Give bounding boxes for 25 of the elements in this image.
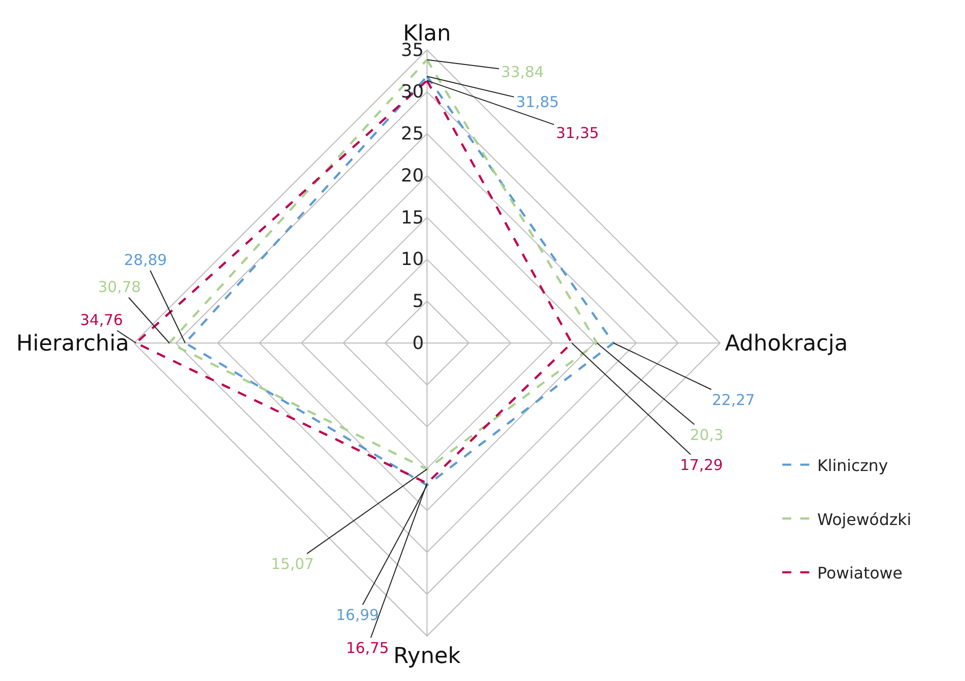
data-label: 30,78 <box>98 278 141 296</box>
spoke-label: Adhokracja <box>724 332 848 357</box>
data-label: 31,85 <box>516 93 559 111</box>
spoke-label: Hierarchia <box>16 332 130 357</box>
y-tick-label: 10 <box>400 249 424 270</box>
data-label: 16,75 <box>346 639 389 657</box>
spoke-label: Rynek <box>393 644 461 669</box>
y-tick-label: 5 <box>412 290 424 312</box>
data-label: 20,3 <box>690 426 724 444</box>
data-label: 33,84 <box>501 63 544 81</box>
y-tick-label: 25 <box>400 124 424 145</box>
legend-label: Kliniczny <box>817 456 888 475</box>
data-label: 15,07 <box>271 555 314 573</box>
y-tick-label: 20 <box>400 165 424 186</box>
y-tick-label: 15 <box>400 207 424 228</box>
data-label: 34,76 <box>80 311 123 329</box>
data-label: 17,29 <box>680 456 723 474</box>
y-tick-label: 0 <box>412 332 424 354</box>
y-tick-label: 30 <box>400 82 424 103</box>
data-label: 31,35 <box>556 124 599 142</box>
data-label: 28,89 <box>124 251 167 269</box>
data-label: 16,99 <box>336 606 379 624</box>
legend-label: Powiatowe <box>817 564 902 583</box>
legend-label: Wojewódzki <box>817 510 912 529</box>
data-label: 22,27 <box>712 391 755 409</box>
